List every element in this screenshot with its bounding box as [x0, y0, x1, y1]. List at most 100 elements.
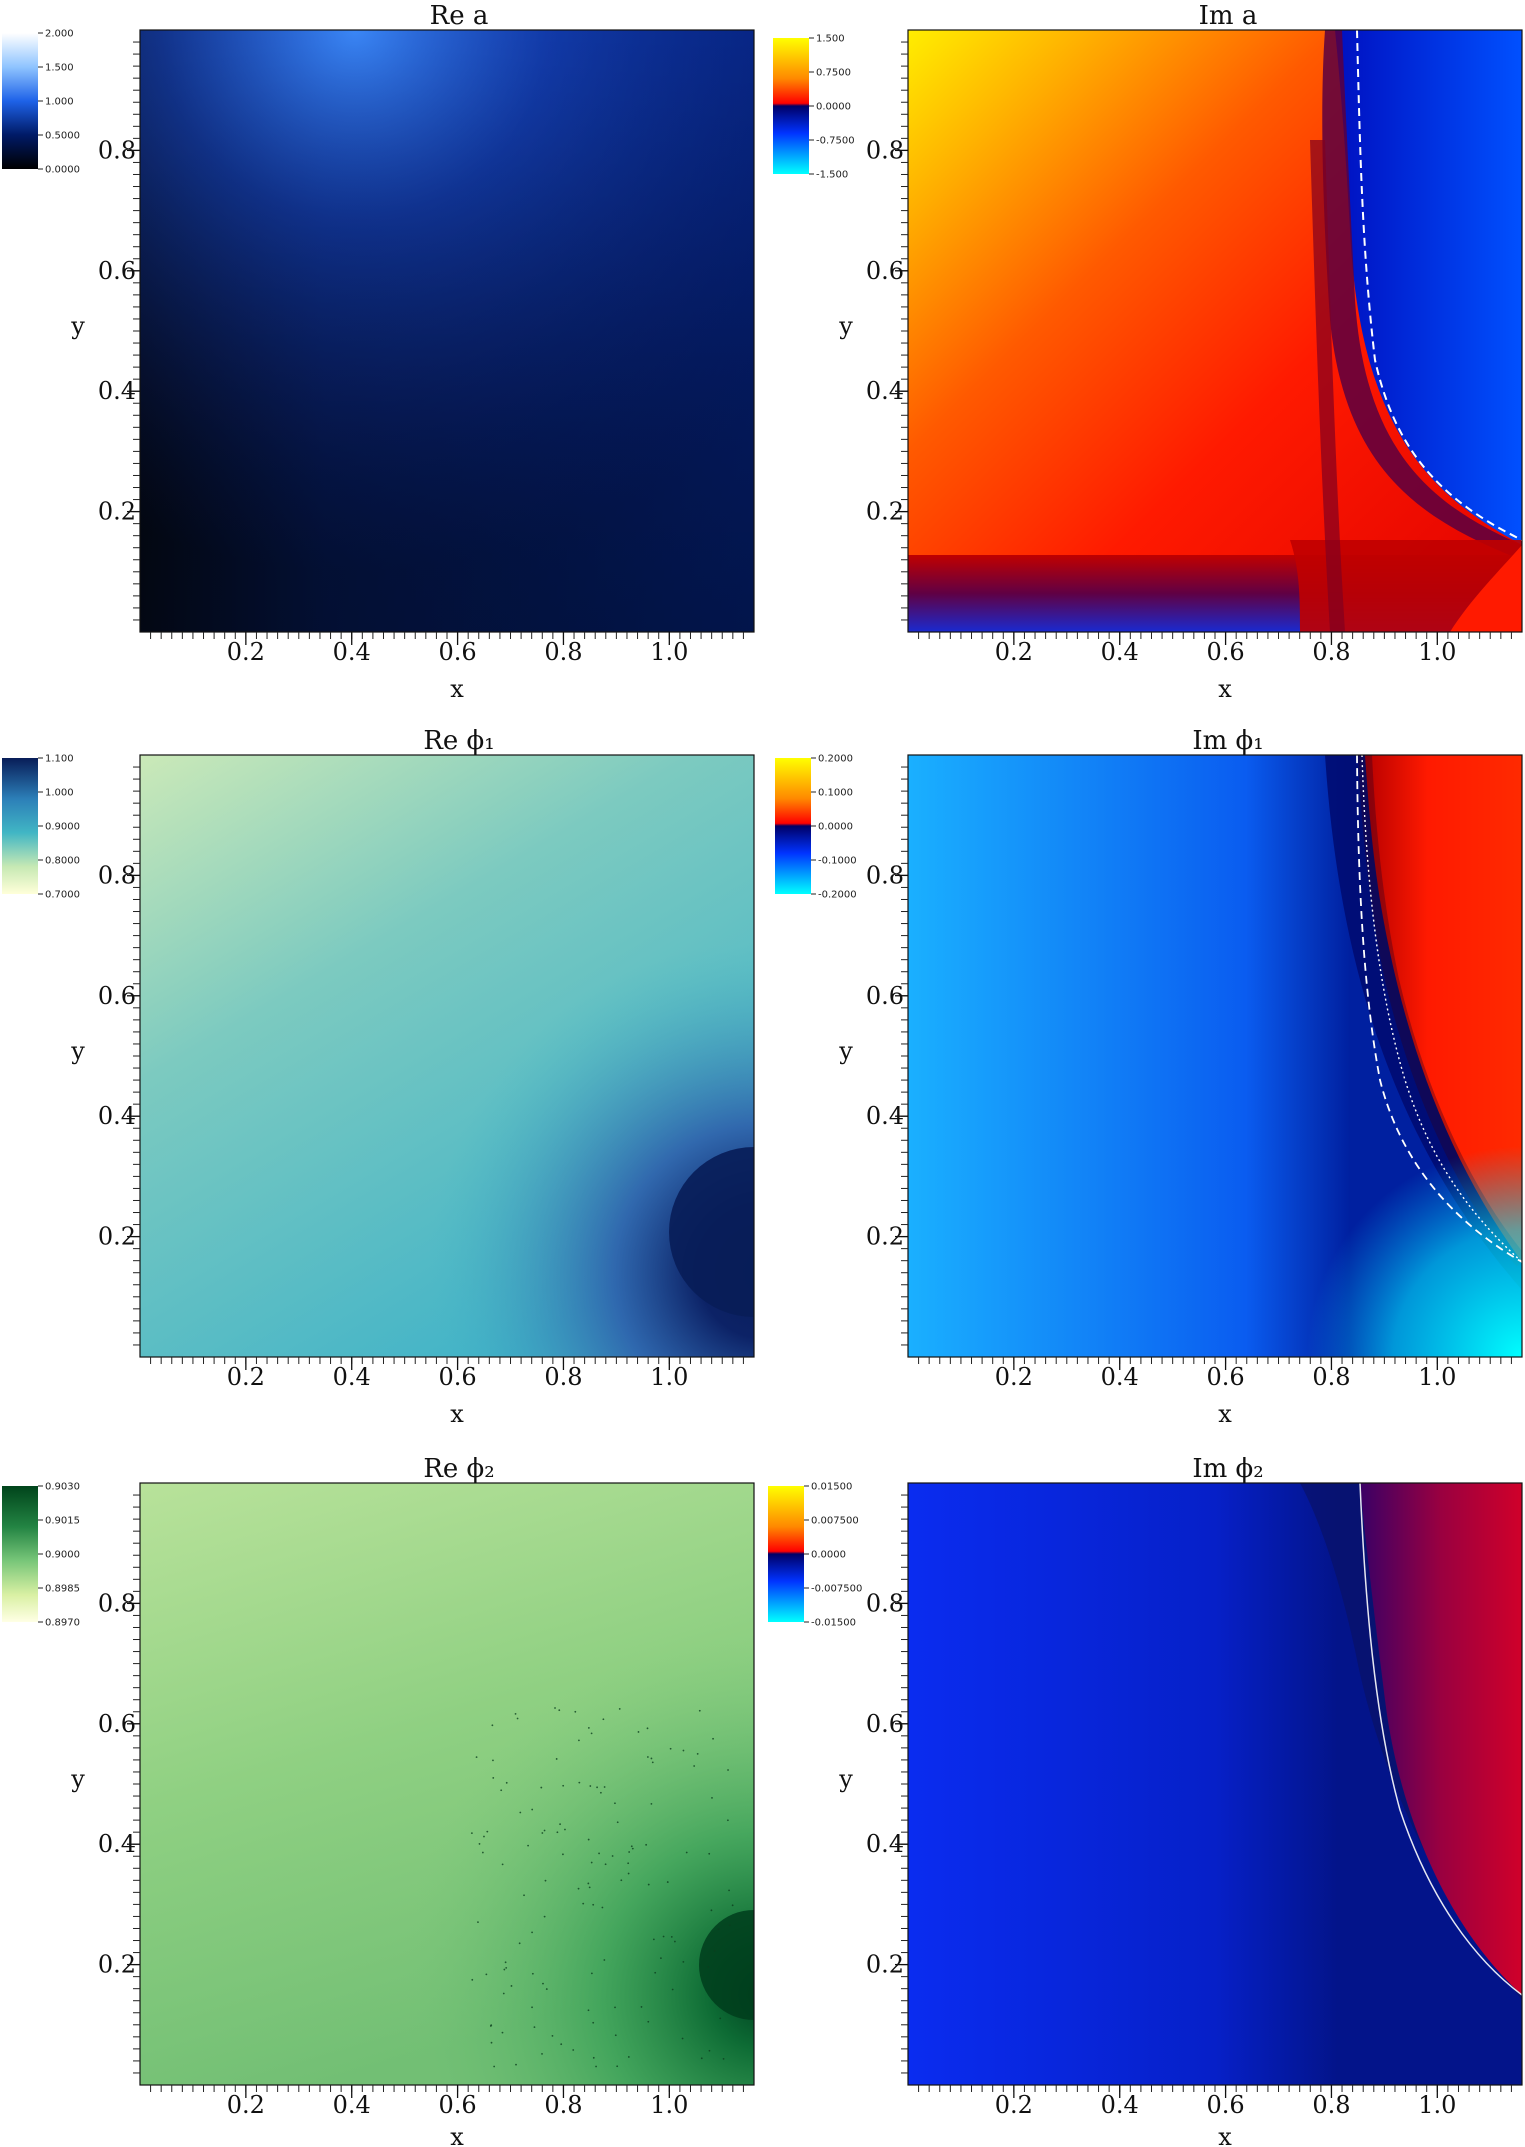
y-tick-label: 0.8	[866, 1589, 904, 1617]
y-tick-label: 0.4	[98, 1830, 136, 1858]
heatmap-field	[140, 755, 754, 1357]
panel-im-phi1: Im ϕ₁ 0.2 0.4 0.6 0.8 1.0 0.2 0.4 0.6 0.8 x y 0.…	[775, 726, 1523, 1428]
contour-line-dotted	[1361, 755, 1522, 1263]
y-tick-label: 0.6	[98, 257, 136, 285]
colorbar-tick-label: 0.1000	[818, 788, 853, 799]
x-tick-label: 0.2	[995, 2091, 1033, 2119]
colorbar-gradient	[2, 33, 38, 169]
panel-title: Im ϕ₂	[1192, 1454, 1263, 1484]
colorbar-tick-label: 0.8985	[45, 1584, 80, 1595]
colorbar: 1.100 1.000 0.9000 0.8000 0.7000	[2, 754, 80, 901]
colorbar-gradient	[2, 1486, 38, 1622]
heatmap-field	[140, 1483, 754, 2085]
panel-re-phi1: Re ϕ₁ 0.2 0.4 0.6 0.8 1.0 0.2 0.4 0.6 0.8 x y 1.…	[2, 726, 755, 1428]
y-tick-label: 0.2	[98, 498, 136, 526]
y-tick-label: 0.4	[866, 1102, 904, 1130]
y-axis-label: y	[838, 1037, 853, 1065]
panel-im-phi2: Im ϕ₂ 0.2 0.4 0.6 0.8 1.0 0.2 0.4 0.6 0.8 x y 0.…	[768, 1454, 1523, 2147]
y-axis-label: y	[70, 1765, 85, 1793]
x-tick-label: 0.6	[439, 2091, 477, 2119]
x-tick-label: 0.8	[544, 1363, 582, 1391]
x-tick-label: 0.8	[1312, 638, 1350, 666]
x-axis-label: x	[450, 1400, 464, 1428]
colorbar-gradient	[773, 38, 809, 174]
y-tick-label: 0.6	[98, 982, 136, 1010]
panel-title: Re ϕ₂	[423, 1454, 494, 1484]
x-tick-label: 0.8	[544, 2091, 582, 2119]
colorbar: 1.500 0.7500 0.0000 -0.7500 -1.500	[773, 34, 855, 181]
x-tick-label: 0.6	[1207, 2091, 1245, 2119]
x-tick-label: 0.2	[995, 638, 1033, 666]
colorbar: 0.01500 0.007500 0.0000 -0.007500 -0.01500	[768, 1482, 862, 1629]
speckle-noise	[470, 1707, 734, 2068]
colorbar-tick-label: 0.7000	[45, 890, 80, 901]
x-tick-label: 0.4	[333, 1363, 371, 1391]
panel-title: Im a	[1199, 1, 1258, 31]
panel-title: Im ϕ₁	[1192, 726, 1263, 756]
colorbar-tick-label: -0.7500	[816, 136, 855, 147]
colorbar: 0.2000 0.1000 0.0000 -0.1000 -0.2000	[775, 754, 857, 901]
zero-contour-line	[1356, 30, 1522, 541]
colorbar-tick-label: 0.7500	[816, 68, 851, 79]
x-tick-label: 0.4	[1101, 2091, 1139, 2119]
colorbar-tick-label: 1.000	[45, 788, 74, 799]
panel-title: Re a	[430, 1, 489, 31]
y-tick-label: 0.2	[866, 1951, 904, 1979]
y-tick-label: 0.4	[866, 1830, 904, 1858]
colorbar-tick-label: -1.500	[816, 170, 848, 181]
heatmap-field	[908, 30, 1522, 632]
y-tick-label: 0.8	[866, 136, 904, 164]
colorbar-gradient	[768, 1486, 804, 1622]
panel-re-a: Re a 0.2 0.4 0.6 0.8 1.0 0.2 0.4 0.6 0.8 x y 2.0…	[2, 1, 755, 703]
y-tick-label: 0.4	[866, 377, 904, 405]
y-tick-label: 0.2	[98, 1223, 136, 1251]
x-tick-label: 0.2	[227, 1363, 265, 1391]
x-tick-label: 0.2	[227, 2091, 265, 2119]
y-axis-label: y	[838, 1765, 853, 1793]
colorbar-tick-label: 0.5000	[45, 131, 80, 142]
colorbar-tick-label: 0.9015	[45, 1516, 80, 1527]
x-axis-label: x	[1218, 1400, 1232, 1428]
x-tick-label: 1.0	[650, 1363, 688, 1391]
x-tick-label: 0.2	[995, 1363, 1033, 1391]
colorbar-tick-label: 2.000	[45, 29, 74, 40]
x-tick-label: 0.4	[333, 2091, 371, 2119]
x-tick-label: 1.0	[1418, 1363, 1456, 1391]
colorbar-tick-label: 1.100	[45, 754, 74, 765]
colorbar-tick-label: 1.000	[45, 97, 74, 108]
colorbar-gradient	[775, 758, 811, 894]
colorbar-tick-label: 0.007500	[811, 1516, 859, 1527]
colorbar-tick-label: 0.01500	[811, 1482, 852, 1493]
colorbar-tick-label: 1.500	[816, 34, 845, 45]
colorbar: 2.000 1.500 1.000 0.5000 0.0000	[2, 29, 80, 176]
colorbar-tick-label: 0.0000	[811, 1550, 846, 1561]
x-tick-label: 0.6	[439, 638, 477, 666]
y-tick-label: 0.8	[98, 861, 136, 889]
y-tick-label: 0.6	[866, 257, 904, 285]
x-tick-label: 0.4	[1101, 638, 1139, 666]
x-axis-label: x	[1218, 2123, 1232, 2147]
x-tick-label: 1.0	[1418, 638, 1456, 666]
zero-contour-line	[1359, 1483, 1522, 1996]
y-tick-label: 0.8	[98, 1589, 136, 1617]
colorbar-tick-label: 0.8970	[45, 1618, 80, 1629]
x-axis-label: x	[450, 2123, 464, 2147]
colorbar-tick-label: 0.2000	[818, 754, 853, 765]
y-tick-label: 0.6	[866, 982, 904, 1010]
x-axis-label: x	[1218, 675, 1232, 703]
heatmap-field	[140, 30, 754, 632]
heatmap-field	[908, 1483, 1522, 2085]
x-tick-label: 0.8	[1312, 1363, 1350, 1391]
y-tick-label: 0.4	[98, 1102, 136, 1130]
panel-im-a: Im a 0.2 0.4 0.6 0.8 1.0 0.2 0.4 0.6 0.8 x y 1.5…	[773, 1, 1523, 703]
colorbar-tick-label: 0.9000	[45, 822, 80, 833]
x-tick-label: 0.8	[544, 638, 582, 666]
colorbar-tick-label: -0.2000	[818, 890, 857, 901]
x-tick-label: 0.6	[439, 1363, 477, 1391]
x-tick-label: 1.0	[650, 638, 688, 666]
x-tick-label: 0.6	[1207, 638, 1245, 666]
x-tick-label: 1.0	[1418, 2091, 1456, 2119]
x-tick-label: 1.0	[650, 2091, 688, 2119]
x-tick-label: 0.4	[1101, 1363, 1139, 1391]
